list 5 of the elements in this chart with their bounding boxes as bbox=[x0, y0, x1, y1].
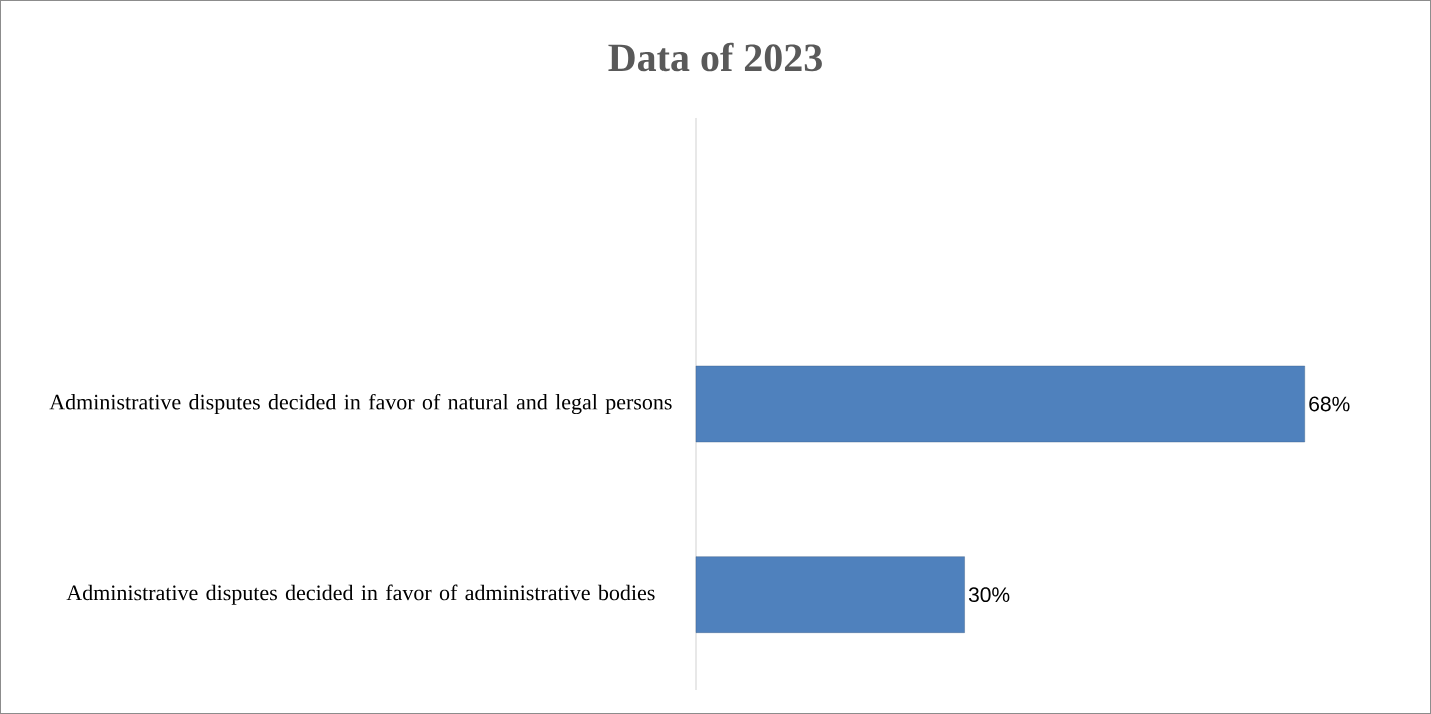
y-tick-label: Administrative disputes decided in favor of administrative bodies bbox=[66, 584, 655, 605]
chart-title: Data of 2023 bbox=[608, 42, 822, 72]
data-label: 30% bbox=[968, 587, 1010, 603]
y-tick-label: Administrative disputes decided in favor of natural and legal persons bbox=[49, 393, 672, 415]
data-label: 68% bbox=[1309, 396, 1350, 412]
